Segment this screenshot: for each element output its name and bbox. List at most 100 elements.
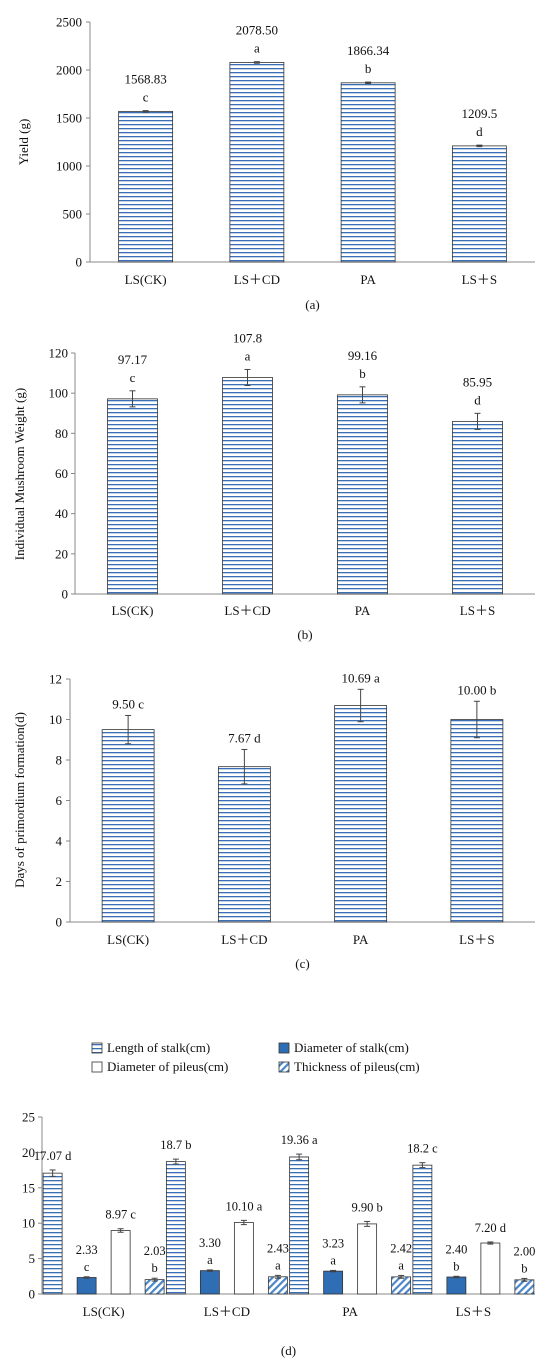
bar xyxy=(110,1230,131,1295)
legend-label: Length of stalk(cm) xyxy=(107,1040,210,1055)
bar xyxy=(107,398,158,595)
significance-letter: c xyxy=(143,90,149,105)
data-label: 1866.34 xyxy=(347,43,390,58)
significance-letter: b xyxy=(359,366,366,381)
y-axis-title: Days of primordium formation(d) xyxy=(12,712,27,888)
data-label: 2.42 xyxy=(390,1241,412,1255)
y-tick-label: 60 xyxy=(55,466,68,481)
y-axis-title: Individual Mushroom Weight (g) xyxy=(12,388,27,560)
bar xyxy=(76,1277,97,1295)
y-tick-label: 2500 xyxy=(56,15,82,30)
data-label: 2.03 xyxy=(144,1244,166,1258)
legend-label: Diameter of stalk(cm) xyxy=(294,1040,409,1055)
significance-letter: d xyxy=(476,124,483,139)
bar xyxy=(452,420,503,595)
legend-swatch xyxy=(91,1042,103,1054)
bar xyxy=(323,1270,344,1295)
significance-letter: b xyxy=(453,1259,459,1273)
bar xyxy=(233,1222,254,1295)
data-label: 1568.83 xyxy=(125,72,167,87)
x-tick-label: LS(CK) xyxy=(125,272,167,287)
y-tick-label: 1500 xyxy=(56,111,82,126)
y-tick-label: 2000 xyxy=(56,63,82,78)
significance-letter: b xyxy=(365,61,372,76)
y-tick-label: 12 xyxy=(49,672,62,687)
data-label: 18.7 b xyxy=(160,1138,191,1152)
y-tick-label: 20 xyxy=(22,1145,35,1160)
data-label: 3.30 xyxy=(199,1236,221,1250)
bar xyxy=(267,1276,288,1295)
panel-caption: (c) xyxy=(295,956,309,971)
data-label: 9.50 c xyxy=(112,696,144,711)
y-axis-title: Yield (g) xyxy=(16,119,31,166)
y-tick-label: 0 xyxy=(29,1287,36,1302)
y-tick-label: 0 xyxy=(76,255,83,270)
bar xyxy=(118,110,174,263)
y-tick-label: 100 xyxy=(49,386,69,401)
bar xyxy=(229,62,285,263)
y-tick-label: 0 xyxy=(62,587,69,602)
x-tick-label: LS＋CD xyxy=(234,272,280,287)
data-label: 10.00 b xyxy=(457,682,496,697)
y-tick-label: 8 xyxy=(56,753,63,768)
bar xyxy=(101,729,155,923)
bar xyxy=(451,145,507,263)
bar xyxy=(222,377,273,595)
bar xyxy=(289,1156,310,1295)
significance-letter: c xyxy=(84,1260,90,1274)
data-label: 85.95 xyxy=(463,374,492,389)
legend-swatch xyxy=(91,1061,103,1073)
panel-caption: (a) xyxy=(305,297,319,312)
significance-letter: a xyxy=(275,1258,281,1272)
panel-caption: (d) xyxy=(281,1343,296,1358)
bar xyxy=(450,719,504,923)
y-tick-label: 500 xyxy=(63,207,83,222)
significance-letter: b xyxy=(521,1261,527,1275)
x-tick-label: PA xyxy=(353,932,369,947)
data-label: 18.2 c xyxy=(407,1142,438,1156)
x-tick-label: LS＋CD xyxy=(224,603,270,618)
significance-letter: a xyxy=(245,348,251,363)
data-label: 10.69 a xyxy=(341,670,380,685)
x-tick-label: LS＋S xyxy=(462,272,497,287)
x-tick-label: LS(CK) xyxy=(112,603,154,618)
bar xyxy=(337,394,388,595)
data-label: 2.33 xyxy=(76,1243,98,1257)
panel-caption: (b) xyxy=(297,627,312,642)
y-tick-label: 10 xyxy=(49,712,62,727)
data-label: 107.8 xyxy=(233,330,262,345)
y-tick-label: 5 xyxy=(29,1251,36,1266)
x-tick-label: LS＋CD xyxy=(221,932,267,947)
data-label: 99.16 xyxy=(348,348,378,363)
data-label: 2078.50 xyxy=(236,23,278,38)
x-tick-label: LS＋S xyxy=(456,1304,491,1319)
data-label: 10.10 a xyxy=(225,1199,262,1213)
data-label: 2.00 xyxy=(513,1244,535,1258)
significance-letter: d xyxy=(474,392,481,407)
y-tick-label: 0 xyxy=(56,915,63,930)
data-label: 19.36 a xyxy=(281,1133,318,1147)
data-label: 8.97 c xyxy=(105,1208,136,1222)
bar xyxy=(217,766,271,923)
significance-letter: b xyxy=(152,1261,158,1275)
bar xyxy=(446,1276,467,1295)
x-tick-label: PA xyxy=(355,603,371,618)
significance-letter: a xyxy=(207,1253,213,1267)
bar xyxy=(391,1276,412,1295)
data-label: 97.17 xyxy=(118,352,148,367)
bar xyxy=(357,1223,378,1295)
data-label: 3.23 xyxy=(322,1236,344,1250)
legend-swatch xyxy=(278,1061,290,1073)
significance-letter: a xyxy=(330,1253,336,1267)
bar xyxy=(480,1242,501,1295)
y-tick-label: 20 xyxy=(55,546,68,561)
bar xyxy=(514,1279,535,1295)
y-tick-label: 120 xyxy=(49,346,69,361)
bar xyxy=(340,82,396,263)
legend-label: Diameter of pileus(cm) xyxy=(107,1059,228,1074)
y-tick-label: 80 xyxy=(55,426,68,441)
bar xyxy=(144,1279,165,1295)
y-tick-label: 1000 xyxy=(56,159,82,174)
